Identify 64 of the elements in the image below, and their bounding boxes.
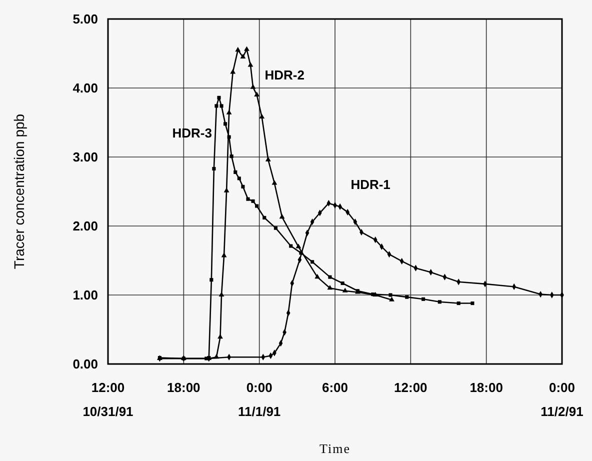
point (210, 278, 214, 282)
point (244, 46, 250, 51)
point (220, 104, 224, 108)
point (371, 292, 375, 296)
point (296, 244, 302, 248)
point (241, 184, 245, 188)
x-axis-title: Time (320, 441, 350, 456)
point (274, 226, 278, 230)
point (226, 110, 232, 114)
point (235, 46, 241, 52)
point (314, 274, 320, 279)
point (342, 288, 348, 292)
x-tick-label: 12:00 (394, 380, 428, 395)
point (272, 180, 278, 185)
point (254, 92, 260, 96)
point (212, 166, 216, 171)
y-tick-label: 0.00 (72, 356, 98, 372)
x-tick-label: 18:00 (470, 380, 503, 395)
point (328, 275, 332, 279)
point (265, 156, 271, 162)
point (230, 154, 234, 158)
point (259, 114, 265, 119)
point (234, 170, 238, 174)
y-tick-label: 3.00 (72, 150, 98, 165)
point (262, 216, 266, 220)
point (248, 62, 254, 67)
x-tick-label: 18:00 (167, 380, 200, 395)
point (438, 300, 442, 304)
point (214, 104, 218, 108)
point (299, 251, 303, 255)
point (470, 302, 474, 306)
point (388, 293, 392, 297)
series-label: HDR-2 (264, 67, 304, 82)
x-tick-label: 12:00 10/31/91 (82, 380, 134, 419)
x-tick-label: 0:00 11/1/91 (238, 380, 281, 419)
point (230, 69, 236, 74)
x-tick-label: 0:00 11/2/91 (540, 380, 584, 419)
y-axis-title: Tracer concentration ppb (11, 114, 27, 270)
point (237, 176, 241, 180)
point (289, 244, 293, 248)
point (240, 54, 246, 59)
point (246, 197, 250, 201)
y-tick-label: 1.00 (72, 288, 98, 303)
y-tick-label: 5.00 (72, 12, 98, 27)
point (218, 292, 224, 297)
point (456, 302, 460, 306)
point (250, 84, 256, 89)
point (405, 295, 409, 299)
series-label: HDR-1 (350, 177, 390, 192)
y-tick-label: 4.00 (72, 80, 98, 96)
point (214, 354, 220, 359)
point (227, 135, 231, 139)
point (251, 199, 255, 203)
y-tick-label: 2.00 (72, 218, 98, 234)
point (422, 297, 426, 301)
point (389, 296, 394, 302)
point (217, 96, 221, 100)
point (340, 281, 344, 286)
point (310, 260, 314, 264)
x-tick-label: 6:00 (322, 380, 348, 395)
point (224, 122, 228, 126)
point (255, 204, 259, 208)
point (279, 214, 285, 219)
point (327, 284, 333, 290)
